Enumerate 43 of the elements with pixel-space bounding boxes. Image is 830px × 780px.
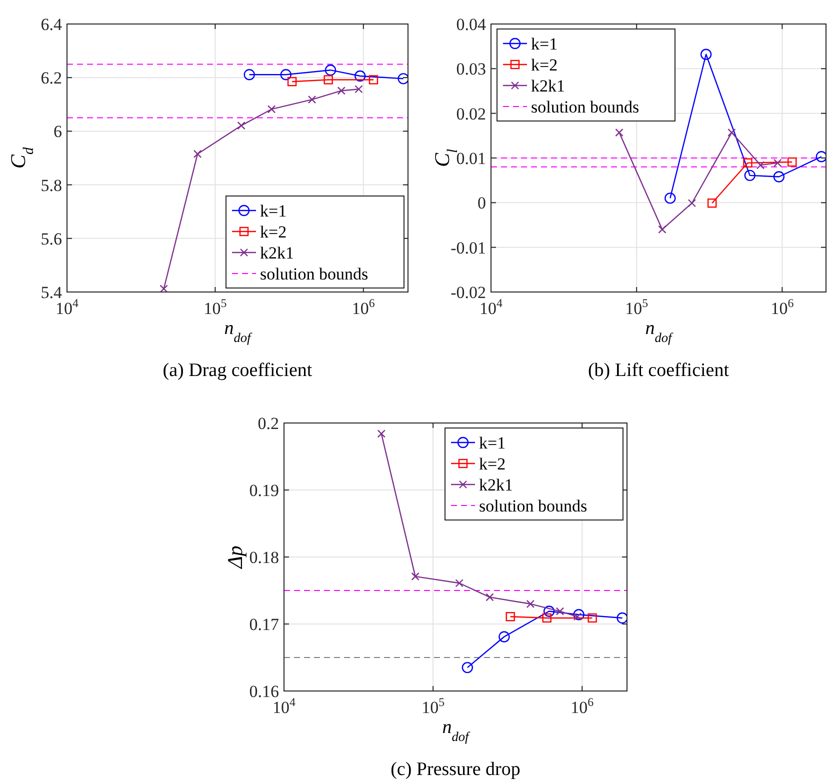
x-tick-label: 10$^{5}$: [625, 296, 648, 318]
y-tick-label: 5.4: [40, 283, 62, 302]
y-tick-label: 0.03: [456, 60, 486, 79]
x-axis-title: n$_{dof}$: [442, 717, 472, 744]
legend-label: k=2: [479, 454, 506, 474]
y-tick-label: 0.17: [249, 615, 280, 634]
y-tick-label: 0: [478, 194, 486, 213]
y-tick-label: -0.02: [450, 283, 486, 302]
legend-label: k=1: [531, 34, 558, 54]
x-axis-title: n$_{dof}$: [224, 318, 254, 344]
y-tick-label: 0.16: [249, 682, 279, 701]
legend-label: k2k1: [260, 244, 294, 262]
y-tick-label: 0.2: [258, 414, 279, 433]
text: (c) Pressure drop: [390, 759, 520, 780]
y-tick-label: 5.8: [40, 176, 62, 195]
x-tick-label: 10$^{5}$: [422, 695, 445, 717]
y-tick-label: 0.01: [456, 149, 486, 168]
legend-label: k=1: [260, 202, 287, 220]
legend-label: k2k1: [479, 476, 513, 494]
x-tick-label: 10$^{6}$: [352, 296, 375, 318]
y-tick-label: 6: [54, 122, 62, 142]
legend-label: solution bounds: [531, 98, 640, 116]
text: (a) Drag coefficient: [162, 360, 313, 381]
y-tick-label: 0.04: [456, 15, 486, 34]
y-tick-label: 0.19: [249, 481, 279, 500]
x-tick-label: 10$^{6}$: [570, 695, 594, 717]
text: (b) Lift coefficient: [588, 360, 730, 381]
y-axis-title: Δp: [223, 546, 247, 570]
legend-label: k=2: [260, 222, 287, 242]
y-tick-label: 6.4: [40, 15, 62, 34]
y-tick-label: 6.2: [40, 68, 62, 88]
y-tick-label: -0.01: [450, 238, 486, 258]
y-tick-label: 5.6: [40, 229, 62, 248]
legend-label: solution bounds: [260, 264, 368, 284]
legend-label: solution bounds: [479, 496, 588, 516]
x-axis-title: n$_{dof}$: [645, 318, 674, 344]
x-tick-label: 10$^{5}$: [204, 296, 227, 318]
legend-label: k=2: [531, 56, 558, 74]
legend-label: k2k1: [531, 76, 565, 96]
y-tick-label: 0.18: [249, 548, 279, 567]
y-tick-label: 0.02: [456, 104, 486, 124]
x-tick-label: 10$^{6}$: [770, 296, 794, 318]
legend-label: k=1: [479, 434, 506, 452]
